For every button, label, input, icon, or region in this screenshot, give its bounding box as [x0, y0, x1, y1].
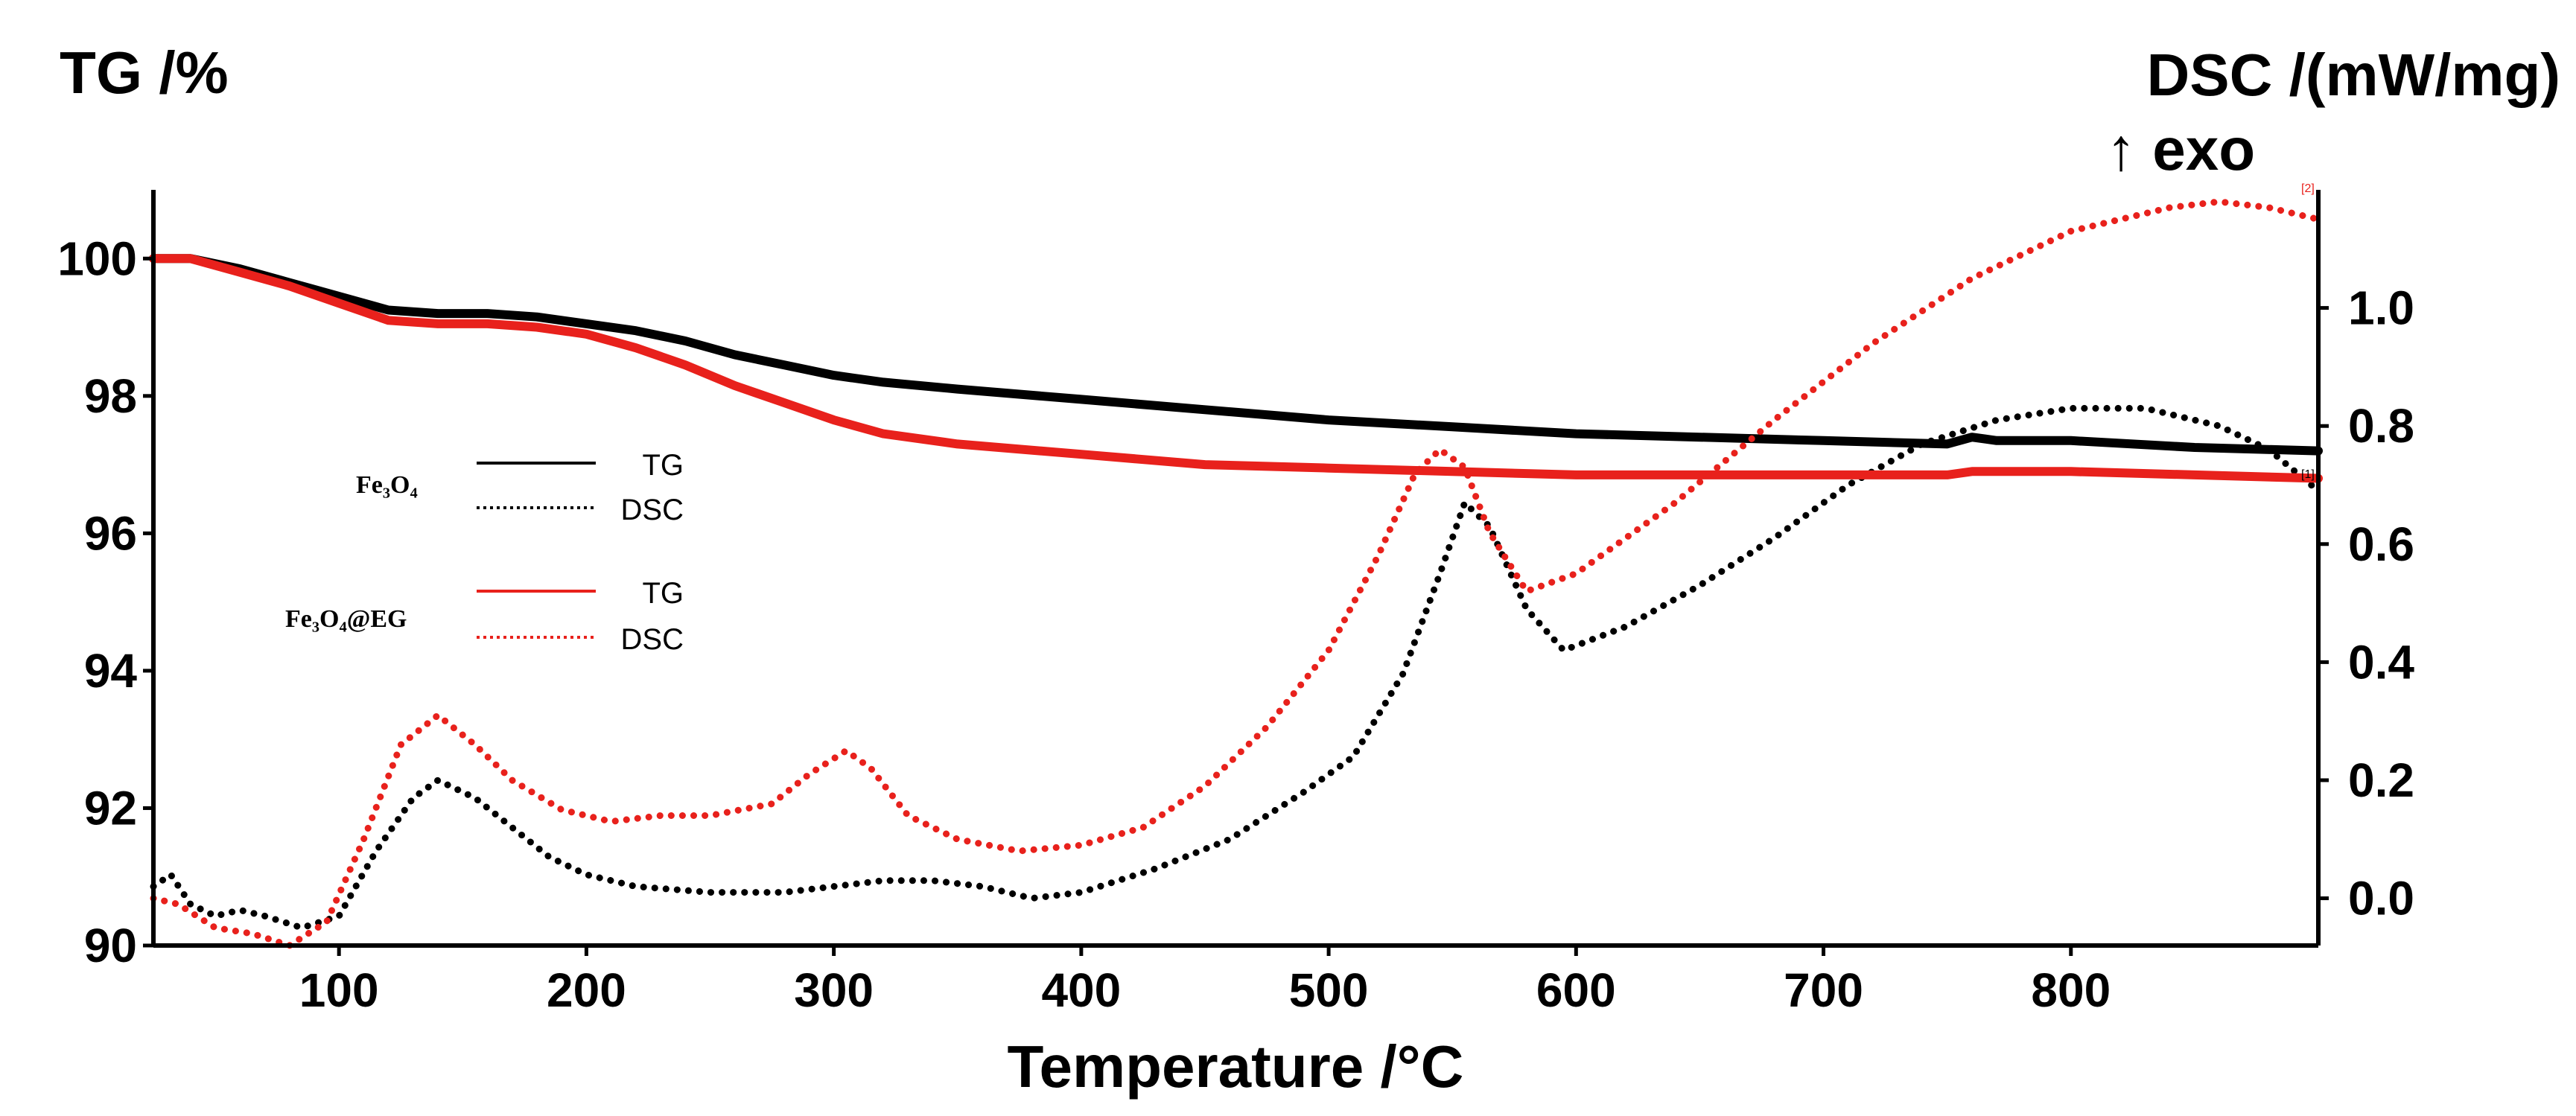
x-tick-label-800: 800	[2031, 963, 2111, 1017]
legend-label-fe3o4-eg-dsc: DSC	[621, 623, 684, 656]
y-right-tick-label-0.2: 0.2	[2348, 753, 2414, 807]
x-tick-label-700: 700	[1784, 963, 1863, 1017]
legend-sample-fe3o4-eg: Fe₃O₄@EG	[285, 605, 407, 633]
x-tick-label-500: 500	[1289, 963, 1369, 1017]
x-tick-label-300: 300	[794, 963, 874, 1017]
y-right-axis-subtitle: ↑ exo	[2106, 116, 2255, 182]
y-left-tick-label-98: 98	[84, 369, 137, 423]
series-fe3o4-tg	[149, 254, 2323, 456]
end-marker-2: [2]	[2301, 182, 2315, 195]
series-layer	[149, 198, 2323, 949]
series-fe3o4-eg-tg	[149, 254, 2323, 483]
y-left-tick-label-92: 92	[84, 781, 137, 835]
y-right-axis-title: DSC /(mW/mg)	[2146, 42, 2560, 108]
x-tick-label-100: 100	[299, 963, 379, 1017]
y-left-tick-label-100: 100	[57, 232, 137, 285]
y-right-tick-label-0.6: 0.6	[2348, 517, 2414, 571]
x-tick-label-600: 600	[1536, 963, 1616, 1017]
series-fe3o4-dsc	[150, 404, 2322, 931]
legend-label-fe3o4-dsc: DSC	[621, 494, 684, 526]
y-left-tick-label-90: 90	[84, 919, 137, 972]
y-left-tick-label-94: 94	[84, 644, 138, 698]
ticks-layer: 100 200 300 400 500 600 700 800 90 92 94 96 98 100 0.0…	[57, 232, 2414, 1017]
y-right-tick-label-0: 0.0	[2348, 872, 2414, 925]
y-right-tick-label-1: 1.0	[2348, 281, 2414, 335]
end-marker-1: [1]	[2301, 468, 2315, 481]
y-left-axis-title: TG /%	[60, 39, 229, 106]
y-right-tick-label-0.8: 0.8	[2348, 399, 2414, 453]
y-left-tick-label-96: 96	[84, 506, 137, 560]
legend-label-fe3o4-tg: TG	[642, 449, 684, 482]
axes	[151, 190, 2321, 948]
legend-label-fe3o4-eg-tg: TG	[642, 577, 684, 610]
legend: Fe₃O₄ TG DSC Fe₃O₄@EG TG DSC	[285, 449, 684, 656]
y-right-tick-label-0.4: 0.4	[2348, 635, 2414, 689]
legend-sample-fe3o4: Fe₃O₄	[356, 471, 418, 499]
x-tick-label-200: 200	[547, 963, 626, 1017]
x-tick-label-400: 400	[1041, 963, 1121, 1017]
series-fe3o4-eg-dsc	[150, 198, 2322, 949]
x-axis-title: Temperature /°C	[1008, 1033, 1464, 1100]
